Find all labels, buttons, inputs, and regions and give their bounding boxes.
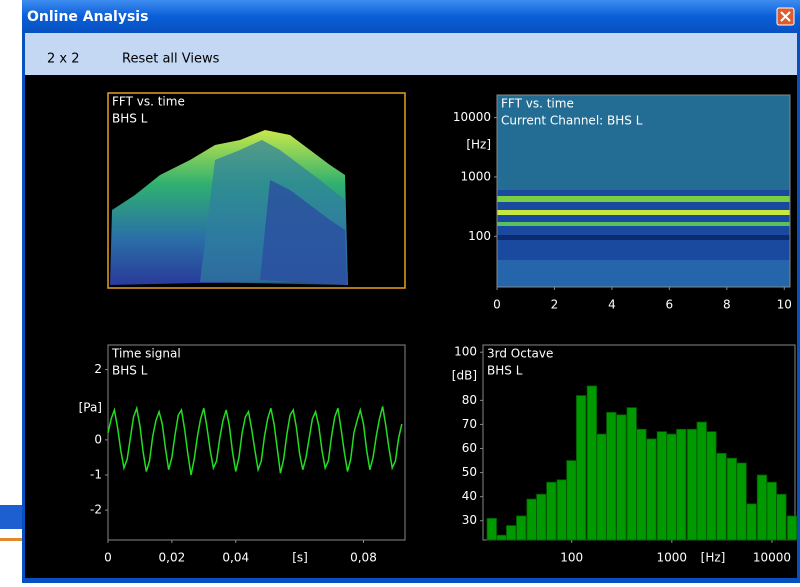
bar [587,386,597,540]
bar [697,422,707,540]
bar [617,415,627,540]
bar [727,458,737,540]
bar [737,463,747,540]
y-tick-label: 10000 [453,110,491,124]
bar [677,429,687,540]
screen: Online Analysis 2 x 2 Reset all Views FF… [0,0,800,583]
bar [527,499,537,540]
bar [647,439,657,540]
panel-subtitle: BHS L [487,364,523,378]
bar [567,461,577,540]
x-axis-label: [s] [292,551,308,565]
y-axis-label: [Hz] [466,138,491,152]
y-tick-label: -2 [90,503,102,517]
bar [576,396,586,540]
x-tick-label: 1000 [657,551,688,565]
bar [707,432,717,540]
bar [627,408,637,540]
bar [537,494,547,540]
menu-item[interactable]: Reset all Views [122,52,220,67]
x-tick-label: 8 [723,298,731,312]
y-tick-label: 60 [462,441,477,455]
y-tick-label: 30 [462,513,477,527]
y-tick-label: 1000 [460,169,491,183]
bar [497,535,507,540]
panel-title: 3rd Octave [487,347,553,361]
x-tick-label: 0,02 [159,551,186,565]
bar [607,412,617,540]
y-tick-label: -1 [90,468,102,482]
x-tick-label: 4 [608,298,616,312]
window-title: Online Analysis [27,9,148,25]
x-tick-label: 10000 [753,551,791,565]
bar [717,453,727,540]
bar [787,516,797,540]
x-tick-label: 0 [493,298,501,312]
bar [516,516,526,540]
bar [687,429,697,540]
x-tick-label: 0,04 [222,551,249,565]
bar [767,482,777,540]
bar [757,475,767,540]
x-axis-label: [Hz] [701,551,726,565]
panel-title: Time signal [111,347,181,361]
close-button[interactable] [777,8,794,25]
spectrogram [497,196,790,202]
y-tick-label: 0 [94,432,102,446]
panel-subtitle: BHS L [112,112,148,126]
x-tick-label: 6 [666,298,674,312]
y-tick-label: 2 [94,362,102,376]
x-tick-label: 0,08 [350,551,377,565]
x-tick-label: 0 [104,551,112,565]
y-axis-label: [dB] [452,369,477,383]
panel-title: FFT vs. time [501,97,574,111]
panel-subtitle: BHS L [112,364,148,378]
bar [747,504,757,540]
x-tick-label: 2 [551,298,559,312]
y-tick-label: 100 [468,229,491,243]
bar [637,429,647,540]
bar [667,434,677,540]
bar [547,482,557,540]
menu-item[interactable]: 2 x 2 [47,52,80,67]
y-tick-label: 100 [454,345,477,359]
x-tick-label: 100 [560,551,583,565]
bar [657,432,667,540]
bar [597,434,607,540]
spectrogram [497,210,790,215]
bar [487,518,497,540]
y-tick-label: 40 [462,489,477,503]
background-window [0,505,22,529]
bar [506,526,516,540]
y-tick-label: 80 [462,393,477,407]
spectrogram [497,222,790,226]
y-tick-label: 70 [462,417,477,431]
panel-title: FFT vs. time [112,95,185,109]
bar [557,480,567,540]
surface-plot [108,93,405,288]
y-tick-label: 50 [462,465,477,479]
x-tick-label: 10 [777,298,792,312]
spectrogram [497,260,790,287]
panel-subtitle: Current Channel: BHS L [501,114,643,128]
bar [777,494,787,540]
background-window [0,538,22,541]
spectrogram [497,235,790,240]
y-axis-label: [Pa] [79,401,102,415]
